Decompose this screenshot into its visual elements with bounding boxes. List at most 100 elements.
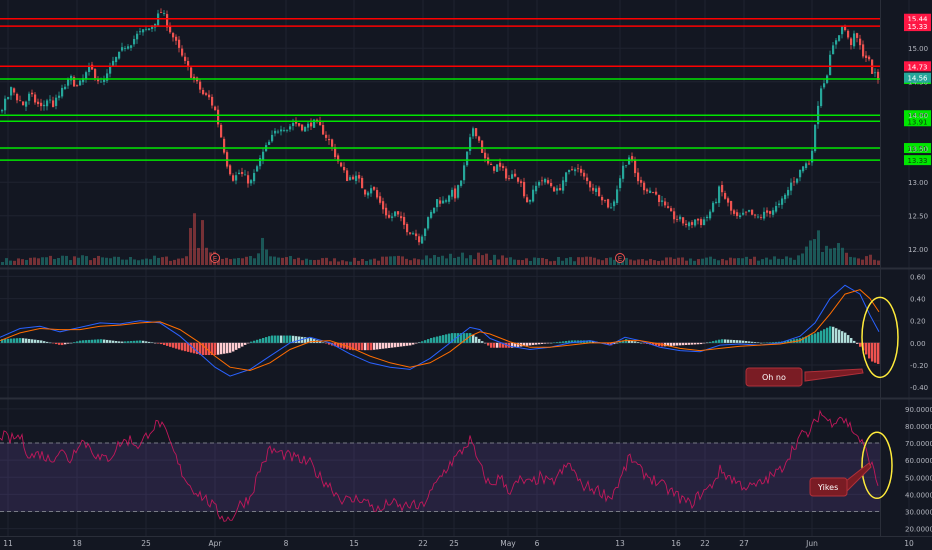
candle-body	[583, 172, 586, 177]
candle-body	[466, 151, 469, 166]
candle-body	[637, 172, 640, 182]
macd-histogram-bar	[298, 336, 301, 343]
candle-body	[118, 51, 121, 59]
macd-histogram-bar	[526, 342, 529, 346]
volume-bar	[765, 257, 768, 265]
volume-bar	[113, 256, 116, 265]
macd-histogram-bar	[874, 342, 877, 363]
candle-body	[589, 181, 592, 188]
macd-histogram-bar	[214, 342, 217, 356]
volume-bar	[561, 260, 564, 265]
candle-body	[724, 193, 727, 199]
macd-histogram-bar	[61, 342, 64, 346]
macd-histogram-bar	[100, 339, 103, 343]
macd-histogram-bar	[802, 337, 805, 343]
volume-bar	[269, 256, 272, 265]
last-price-tag-box	[904, 72, 931, 83]
macd-histogram-bar	[697, 342, 700, 345]
volume-bar	[301, 260, 304, 265]
volume-bar	[281, 257, 284, 265]
candle-body	[706, 216, 709, 218]
candle-body	[412, 233, 415, 235]
candle-body	[61, 87, 64, 97]
candle-body	[670, 208, 673, 212]
candle-body	[784, 194, 787, 200]
macd-histogram-bar	[364, 342, 367, 351]
candle-body	[208, 94, 211, 98]
volume-bar	[545, 259, 548, 265]
volume-bar	[201, 220, 204, 265]
macd-histogram-bar	[616, 342, 619, 344]
candle-body	[214, 106, 217, 111]
candle-body	[367, 192, 370, 196]
candle-body	[832, 45, 835, 55]
macd-histogram-bar	[763, 342, 766, 344]
candle-body	[607, 199, 610, 208]
volume-bar	[833, 247, 836, 265]
macd-histogram-bar	[175, 342, 178, 349]
volume-bar	[9, 260, 12, 265]
candle-body	[178, 39, 181, 48]
macd-histogram-bar	[49, 342, 52, 344]
candle-body	[739, 215, 742, 218]
volume-bar	[225, 257, 228, 265]
macd-histogram-bar	[877, 342, 880, 364]
volume-bar	[249, 255, 252, 265]
candle-body	[10, 87, 13, 96]
macd-histogram-bar	[574, 340, 577, 343]
candle-body	[100, 81, 103, 83]
macd-histogram-bar	[772, 342, 775, 343]
volume-bar	[657, 260, 660, 265]
volume-bar	[725, 260, 728, 265]
candle-body	[49, 99, 52, 101]
candle-body	[199, 81, 202, 90]
volume-bar	[305, 258, 308, 265]
candle-body	[850, 38, 853, 46]
candle-body	[541, 180, 544, 182]
macd-histogram-bar	[190, 342, 193, 353]
macd-histogram-bar	[643, 342, 646, 344]
macd-histogram-bar	[385, 342, 388, 349]
volume-bar	[57, 257, 60, 265]
candle-body	[763, 211, 766, 219]
macd-axis-tick: -0.20	[910, 362, 928, 370]
candle-body	[736, 212, 739, 217]
candle-body	[148, 28, 151, 31]
volume-bar	[137, 260, 140, 265]
macd-histogram-bar	[457, 333, 460, 343]
macd-histogram-bar	[202, 342, 205, 356]
candle-body	[535, 185, 538, 192]
macd-histogram-bar	[655, 342, 658, 346]
candle-body	[673, 211, 676, 220]
volume-bar	[601, 260, 604, 265]
candle-body	[613, 201, 616, 207]
candle-body	[448, 195, 451, 202]
macd-histogram-bar	[172, 342, 175, 348]
macd-histogram-bar	[139, 340, 142, 343]
candle-body	[205, 93, 208, 95]
candle-body	[502, 165, 505, 169]
candle-body	[454, 188, 457, 199]
volume-bar	[29, 257, 32, 265]
volume-bar	[521, 260, 524, 265]
macd-histogram-bar	[376, 342, 379, 350]
macd-histogram-bar	[766, 342, 769, 343]
volume-bar	[253, 258, 256, 265]
volume-bar	[413, 258, 416, 265]
volume-bar	[641, 259, 644, 265]
candle-body	[475, 128, 478, 137]
macd-histogram-bar	[745, 341, 748, 343]
volume-bar	[465, 258, 468, 265]
macd-histogram-bar	[667, 342, 670, 347]
candle-body	[520, 181, 523, 184]
earnings-marker	[615, 253, 625, 263]
macd-histogram-bar	[544, 342, 547, 344]
volume-bar	[517, 259, 520, 265]
macd-histogram-bar	[400, 342, 403, 347]
macd-histogram-bar	[628, 339, 631, 343]
volume-bar	[461, 252, 464, 265]
volume-bar	[417, 259, 420, 265]
volume-bar	[33, 257, 36, 265]
macd-histogram-bar	[136, 340, 139, 343]
price-tag-box	[904, 143, 931, 154]
